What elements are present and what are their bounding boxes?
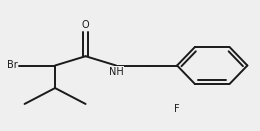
Text: Br: Br xyxy=(6,61,17,70)
Text: O: O xyxy=(82,20,89,30)
Text: NH: NH xyxy=(109,67,123,77)
Text: F: F xyxy=(174,104,180,114)
